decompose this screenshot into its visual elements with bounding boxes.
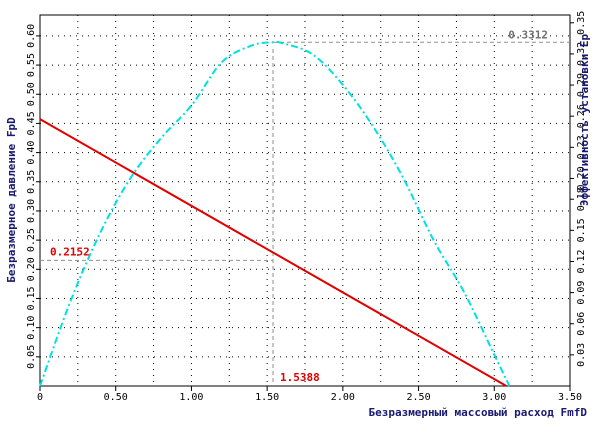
y2-tick-label: 0.18 (576, 187, 587, 211)
x-tick-label: 2.50 (407, 392, 431, 403)
y2-tick-label: 0.15 (576, 218, 587, 242)
y-tick-label: 0.40 (26, 141, 37, 165)
series-group (39, 40, 511, 387)
y-tick-label: 0.55 (26, 53, 37, 77)
x-tick-label: 0 (37, 392, 43, 403)
readout-label-x: 1.5388 (280, 371, 320, 384)
y2-tick-label: 0.09 (576, 281, 587, 305)
y-tick-label: 0.10 (26, 316, 37, 340)
y-tick-label: 0.50 (26, 82, 37, 106)
y2-tick-label: 0.32 (576, 42, 587, 66)
pressure-line (39, 118, 507, 387)
y-tick-label: 0.05 (26, 345, 37, 369)
y-tick-label: 0.20 (26, 257, 37, 281)
y2-tick-label: 0.12 (576, 249, 587, 273)
y2-tick-label: 0.03 (576, 343, 587, 367)
readout-label-left: 0.2152 (50, 245, 90, 258)
y2-tick-label: 0.35 (576, 11, 587, 35)
y-axis-label: Безразмерное давление FpD (5, 117, 18, 283)
y2-tick-label: 0.20 (576, 166, 587, 190)
y-tick-label: 0.25 (26, 228, 37, 252)
x-tick-label: 3.50 (558, 392, 582, 403)
y-tick-label: 0.30 (26, 199, 37, 223)
y2-axis-label: Эффективность установки Ep (578, 34, 591, 207)
y-tick-label: 0.60 (26, 24, 37, 48)
y-tick-label: 0.45 (26, 111, 37, 135)
x-tick-label: 1.00 (179, 392, 203, 403)
y-axis-ticks: 0.05 0.10 0.15 0.20 0.25 0.30 0.35 0.40 0.45 0.50… (26, 24, 40, 369)
y-tick-label: 0.15 (26, 286, 37, 310)
grid (40, 15, 570, 386)
y2-tick-label: 0.29 (576, 73, 587, 97)
efficiency-curve (39, 40, 511, 387)
x-tick-label: 3.00 (482, 392, 506, 403)
y2-tick-label: 0.23 (576, 135, 587, 159)
y2-axis-ticks: 0.03 0.06 0.09 0.12 0.15 0.180.20 0.23 0.26 0.29… (570, 11, 587, 367)
y2-tick-label: 0.06 (576, 312, 587, 336)
readout-label-right: 0.3312 (508, 28, 548, 41)
readout-labels: 0.2152 1.5388 0.3312 (50, 28, 548, 384)
y2-tick-label: 0.26 (576, 104, 587, 128)
x-axis-ticks: 0 0.50 1.00 1.50 2.00 2.50 3.00 3.50 (37, 386, 582, 403)
readout-guides (40, 41, 570, 386)
x-tick-label: 0.50 (104, 392, 128, 403)
x-tick-label: 2.00 (331, 392, 355, 403)
x-tick-label: 1.50 (255, 392, 279, 403)
y-tick-label: 0.35 (26, 170, 37, 194)
plot-frame (39, 14, 571, 387)
x-axis-label: Безразмерный массовый расход FmfD (368, 406, 587, 419)
